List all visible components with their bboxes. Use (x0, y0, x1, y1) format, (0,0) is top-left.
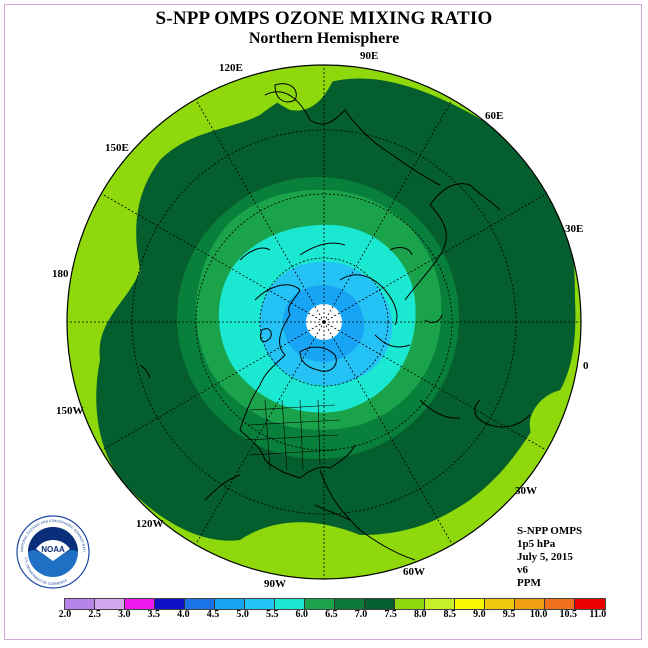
colorbar-swatch (305, 599, 335, 609)
colorbar-tick-label: 9.0 (473, 609, 486, 620)
lon-label-180: 180 (52, 268, 69, 280)
colorbar-tick-label: 8.0 (413, 609, 427, 620)
product-info: S-NPP OMPS 1p5 hPa July 5, 2015 v6 PPM (517, 525, 582, 590)
colorbar-tick-label: 3.0 (117, 609, 131, 620)
lon-label-90e: 90E (360, 50, 379, 62)
lon-label-60w: 60W (403, 566, 425, 578)
colorbar-tick-label: 10.0 (529, 609, 548, 620)
ozone-field (67, 65, 581, 579)
lon-label-150w: 150W (56, 405, 84, 417)
lon-label-0: 0 (583, 360, 589, 372)
info-pressure-level: 1p5 hPa (517, 538, 556, 550)
colorbar-swatch (425, 599, 455, 609)
colorbar-swatch (395, 599, 425, 609)
colorbar-swatch (575, 599, 605, 609)
colorbar-swatch (155, 599, 185, 609)
map-subtitle: Northern Hemisphere (248, 30, 400, 47)
colorbar-swatch (515, 599, 545, 609)
colorbar-tick-label: 6.5 (325, 609, 338, 620)
lon-label-90w: 90W (264, 578, 286, 590)
logo-noaa-text: NOAA (41, 545, 65, 554)
lon-label-120e: 120E (219, 62, 243, 74)
colorbar-swatch (125, 599, 155, 609)
colorbar-swatch (65, 599, 95, 609)
info-date: July 5, 2015 (517, 551, 573, 563)
figure-frame (4, 4, 642, 640)
colorbar-tick-label: 7.0 (354, 609, 368, 620)
colorbar-tick-label: 3.5 (147, 609, 161, 620)
colorbar-swatch (335, 599, 365, 609)
info-units: PPM (517, 577, 541, 589)
map-title: S-NPP OMPS OZONE MIXING RATIO (155, 8, 493, 29)
colorbar-tick-label: 11.0 (589, 609, 607, 620)
colorbar-tick-label: 4.5 (206, 609, 220, 620)
colorbar-swatch (215, 599, 245, 609)
colorbar-tick-label: 4.0 (177, 609, 190, 620)
colorbar-swatch (455, 599, 485, 609)
colorbar-tick-label: 2.0 (58, 609, 72, 620)
lon-label-60e: 60E (485, 110, 504, 122)
us-state-lines (244, 399, 341, 471)
colorbar-tick-label: 10.5 (559, 609, 577, 620)
info-version: v6 (517, 564, 528, 576)
colorbar-swatch (95, 599, 125, 609)
colorbar-tick-label: 9.5 (502, 609, 516, 620)
colorbar-swatch (485, 599, 515, 609)
colorbar-tick-label: 5.5 (265, 609, 279, 620)
lon-label-30e: 30E (565, 223, 584, 235)
colorbar-swatch (185, 599, 215, 609)
lon-label-150e: 150E (105, 142, 129, 154)
colorbar-tick-label: 8.5 (443, 609, 457, 620)
colorbar (64, 598, 606, 610)
colorbar-tick-label: 6.0 (295, 609, 309, 620)
noaa-logo: NOAA NATIONAL OCEANIC AND ATMOSPHERIC AD… (16, 515, 90, 589)
colorbar-tick-label: 5.0 (236, 609, 249, 620)
colorbar-swatch (365, 599, 395, 609)
coastlines (139, 83, 531, 561)
colorbar-tick-label: 2.5 (88, 609, 101, 620)
colorbar-tick-label: 7.5 (384, 609, 397, 620)
colorbar-swatch (275, 599, 305, 609)
colorbar-swatch (545, 599, 575, 609)
lon-label-120w: 120W (136, 518, 164, 530)
info-instrument: S-NPP OMPS (517, 525, 583, 537)
lon-label-30w: 30W (515, 485, 537, 497)
colorbar-swatch (245, 599, 275, 609)
graticule (67, 65, 581, 579)
